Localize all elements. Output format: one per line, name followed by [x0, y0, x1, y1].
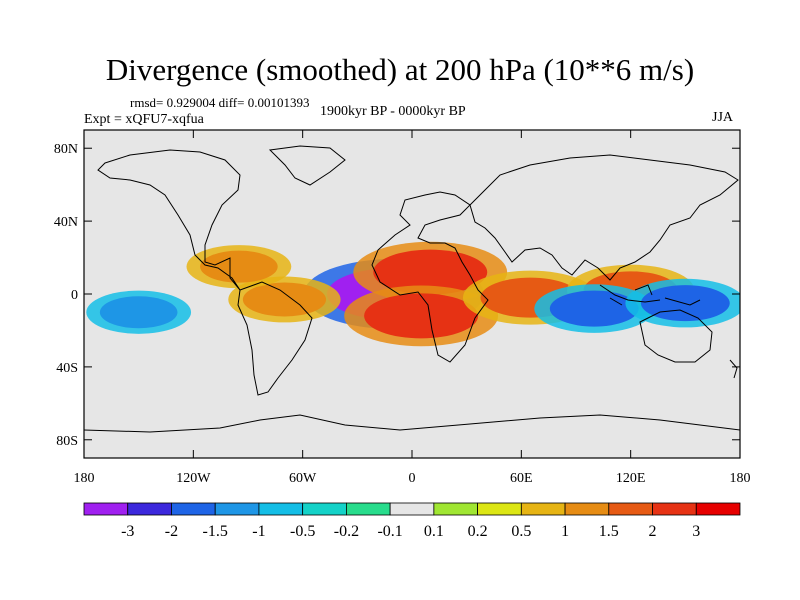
colorbar-swatch: [520, 502, 566, 516]
y-tick-label: 40N: [54, 215, 78, 230]
colorbar-label: 0.5: [511, 523, 531, 540]
season-label: JJA: [712, 110, 734, 125]
colorbar: -3 -2 -1.5 -1 -0.5 -0.2 -0.1 0.1 0.2 0.5 1 1.5 2 3: [83, 502, 741, 540]
colorbar-label: -2: [165, 523, 178, 540]
x-tick-label: 60E: [510, 471, 533, 486]
x-tick-label: 120W: [176, 471, 211, 486]
experiment-label: Expt = xQFU7-xqfua: [84, 112, 204, 127]
colorbar-label: 0.1: [424, 523, 444, 540]
colorbar-swatch: [477, 502, 522, 516]
colorbar-label: 2: [649, 523, 657, 540]
australia-coast: [639, 309, 713, 363]
colorbar-label: 1.5: [599, 523, 619, 540]
colorbar-swatch: [258, 502, 304, 516]
colorbar-label: 3: [692, 523, 700, 540]
greenland-coast: [268, 145, 346, 186]
colorbar-swatch: [127, 502, 172, 516]
south-america-coast: [237, 281, 313, 396]
x-tick-label: 0: [409, 471, 416, 486]
colorbar-swatch: [652, 502, 697, 516]
colorbar-swatch: [214, 502, 260, 516]
coastlines: [84, 145, 740, 433]
field-blob: [364, 293, 479, 339]
x-tick-label: 60W: [289, 471, 317, 486]
colorbar-swatch: [564, 502, 610, 516]
y-tick-label: 40S: [56, 361, 78, 376]
field-layer: [84, 130, 740, 458]
colorbar-swatch: [302, 502, 347, 516]
field-blob: [242, 282, 327, 317]
chart-title: Divergence (smoothed) at 200 hPa (10**6 …: [105, 52, 695, 87]
colorbar-label: -3: [121, 523, 134, 540]
field-blob: [99, 296, 178, 329]
x-tick-label: 180: [74, 471, 95, 486]
colorbar-swatch: [171, 502, 216, 516]
stats-line: rmsd= 0.929004 diff= 0.00101393: [130, 95, 310, 110]
colorbar-label: -0.1: [377, 523, 402, 540]
x-tick-label: 120E: [616, 471, 646, 486]
colorbar-label: 1: [561, 523, 569, 540]
field-blob: [640, 285, 730, 322]
field-blob: [549, 290, 639, 327]
colorbar-swatch: [695, 502, 741, 516]
colorbar-label: -1.5: [203, 523, 228, 540]
north-america-coast: [97, 149, 241, 291]
field-blob: [373, 249, 488, 295]
y-axis: 80N 40N 0 40S 80S: [54, 142, 740, 449]
x-axis: 180 120W 60W 0 60E 120E 180: [74, 130, 751, 486]
asia-coast: [469, 154, 739, 281]
field-blob: [200, 250, 278, 283]
colorbar-label: 0.2: [468, 523, 488, 540]
colorbar-swatch: [345, 502, 391, 516]
europe-africa-coast: [371, 191, 489, 363]
colorbar-label: -0.2: [334, 523, 359, 540]
colorbar-label: -1: [252, 523, 265, 540]
colorbar-swatch: [389, 502, 435, 516]
period-label: 1900kyr BP - 0000kyr BP: [320, 104, 466, 119]
colorbar-swatch: [83, 502, 129, 516]
x-tick-label: 180: [730, 471, 751, 486]
y-tick-label: 80S: [56, 434, 78, 449]
y-tick-label: 80N: [54, 142, 78, 157]
y-tick-label: 0: [71, 288, 78, 303]
maritime-continent-coast: [599, 284, 701, 306]
colorbar-label: -0.5: [290, 523, 315, 540]
antarctica-coast: [84, 414, 740, 433]
new-zealand-coast: [729, 359, 738, 379]
colorbar-swatch: [608, 502, 653, 516]
colorbar-swatch: [433, 502, 479, 516]
